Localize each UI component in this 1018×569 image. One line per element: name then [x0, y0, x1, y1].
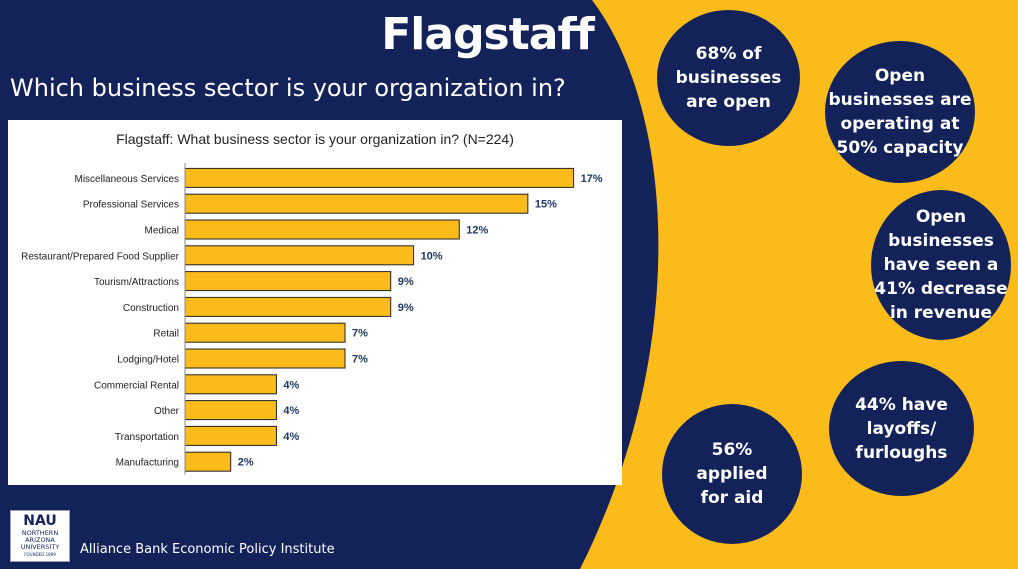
- category-label: Transportation: [115, 432, 179, 443]
- stat-line: Open: [915, 207, 967, 227]
- value-label: 2%: [238, 457, 254, 469]
- chart-panel: Flagstaff: What business sector is your …: [8, 120, 622, 485]
- value-label: 9%: [398, 276, 414, 288]
- footer-institute-name: Alliance Bank Economic Policy Institute: [80, 542, 335, 557]
- logo-line-university: UNIVERSITY: [21, 543, 60, 551]
- value-label: 9%: [398, 302, 414, 314]
- page-subtitle: Which business sector is your organizati…: [10, 74, 566, 102]
- category-label: Professional Services: [83, 200, 179, 211]
- stat-line: 44% have: [855, 394, 948, 415]
- category-label: Medical: [145, 226, 179, 237]
- category-label: Miscellaneous Services: [75, 174, 180, 185]
- value-label: 10%: [421, 250, 443, 262]
- stat-text: Open businesses have seen a 41% decrease in …: [874, 205, 1007, 325]
- category-label: Restaurant/Prepared Food Supplier: [21, 251, 180, 262]
- stat-line: are open: [686, 92, 771, 112]
- bar: [184, 400, 277, 421]
- logo-line-arizona: ARIZONA: [25, 536, 55, 544]
- page-title: Flagstaff: [381, 9, 595, 60]
- stat-line: 41% decrease: [874, 279, 1008, 299]
- stat-revenue-decrease: Open businesses have seen a 41% decrease in …: [871, 190, 1011, 340]
- stat-operating-capacity: Open businesses are operating at 50% capaci…: [825, 41, 975, 183]
- logo-nau-text: NAU: [23, 513, 57, 529]
- stat-line: businesses are: [828, 90, 972, 110]
- category-label: Lodging/Hotel: [117, 355, 179, 366]
- stat-line: 56%: [711, 440, 753, 460]
- nau-logo-graphic: NAU NORTHERN ARIZONA UNIVERSITY FOUNDED …: [21, 513, 60, 557]
- value-label: 4%: [283, 431, 299, 443]
- stat-text: 44% have layoffs/furloughs: [855, 393, 948, 465]
- bar: [184, 245, 415, 266]
- stat-text: Open businesses are operating at 50% capaci…: [828, 64, 971, 160]
- value-label: 7%: [352, 354, 368, 366]
- stat-line: businesses: [675, 68, 782, 88]
- stat-text: 56% applied for aid: [696, 438, 767, 510]
- bar: [184, 219, 460, 240]
- stat-layoffs: 44% have layoffs/furloughs: [829, 361, 974, 496]
- bar: [184, 296, 392, 317]
- nau-logo: NAU NORTHERN ARIZONA UNIVERSITY FOUNDED …: [10, 510, 70, 562]
- logo-line-founded: FOUNDED 1899: [24, 552, 56, 557]
- value-label: 15%: [535, 199, 557, 211]
- bar-chart: Flagstaff: What business sector is your …: [21, 131, 603, 475]
- value-label: 4%: [283, 405, 299, 417]
- stat-line: businesses: [888, 231, 994, 251]
- category-label: Manufacturing: [116, 458, 179, 469]
- value-label: 17%: [581, 173, 603, 185]
- stat-line: 68% of: [695, 44, 762, 64]
- stat-line: Open: [874, 66, 926, 86]
- bar: [184, 451, 232, 472]
- stat-text: 68% of businesses are open: [676, 42, 782, 114]
- bar: [184, 322, 346, 343]
- category-label: Other: [154, 406, 180, 417]
- stat-line: applied: [696, 464, 768, 484]
- stat-line: 50% capacity: [836, 138, 964, 158]
- stat-line: layoffs/: [866, 418, 937, 439]
- bar: [184, 374, 277, 395]
- stat-applied-aid: 56% applied for aid: [662, 404, 802, 544]
- category-label: Retail: [153, 329, 179, 340]
- stat-businesses-open: 68% of businesses are open: [657, 10, 800, 146]
- bar: [184, 193, 529, 214]
- stat-line: for aid: [700, 488, 764, 508]
- stat-line: have seen a: [883, 255, 999, 275]
- stat-line: in revenue: [889, 303, 993, 323]
- bar: [184, 271, 392, 292]
- value-label: 12%: [466, 225, 488, 237]
- chart-title: Flagstaff: What business sector is your …: [116, 131, 514, 147]
- logo-line-northern: NORTHERN: [22, 529, 59, 537]
- bar: [184, 425, 277, 446]
- value-label: 4%: [283, 379, 299, 391]
- category-label: Construction: [123, 303, 179, 314]
- stat-line: furloughs: [855, 442, 948, 463]
- category-label: Commercial Rental: [94, 380, 179, 391]
- category-label: Tourism/Attractions: [94, 277, 179, 288]
- bar: [184, 167, 575, 188]
- bar: [184, 348, 346, 369]
- value-label: 7%: [352, 328, 368, 340]
- stat-line: operating at: [840, 114, 960, 134]
